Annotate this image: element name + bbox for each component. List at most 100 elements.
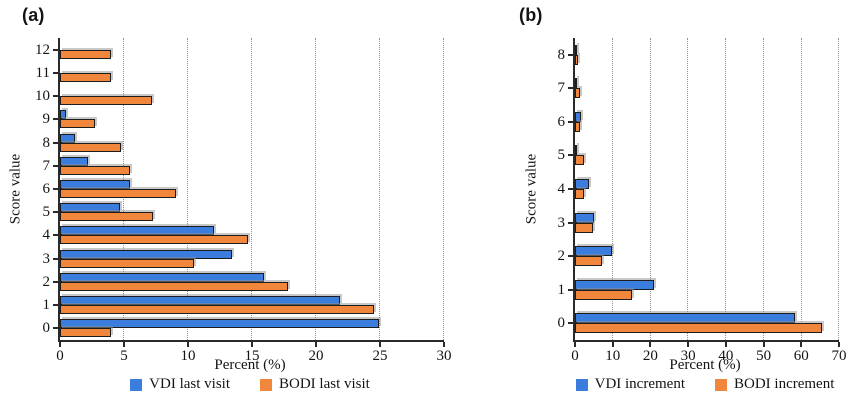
bar bbox=[60, 133, 76, 143]
legend-label: VDI increment bbox=[594, 376, 685, 392]
y-tick bbox=[53, 304, 58, 307]
y-tick-label: 1 bbox=[42, 297, 51, 314]
gridline bbox=[649, 38, 651, 340]
y-tick bbox=[53, 95, 58, 98]
y-tick-label: 8 bbox=[42, 134, 51, 151]
panel-b-x-axis-title: Percent (%) bbox=[669, 357, 741, 373]
panel-a-legend: VDI last visit BODI last visit bbox=[38, 376, 462, 393]
y-tick-label: 3 bbox=[557, 214, 566, 231]
legend-item: VDI last visit bbox=[130, 376, 230, 393]
bar bbox=[60, 272, 264, 282]
x-tick bbox=[187, 342, 189, 347]
x-tick bbox=[59, 342, 61, 347]
gridline bbox=[443, 38, 445, 340]
y-tick-label: 9 bbox=[42, 111, 51, 128]
bar bbox=[60, 49, 112, 59]
y-tick bbox=[568, 288, 573, 291]
bar bbox=[60, 189, 177, 198]
bar bbox=[575, 222, 594, 233]
y-tick bbox=[568, 53, 573, 56]
y-tick-label: 3 bbox=[42, 250, 51, 267]
bar bbox=[60, 296, 341, 306]
gridline bbox=[251, 38, 253, 340]
y-tick-label: 1 bbox=[557, 281, 566, 298]
bar bbox=[575, 313, 795, 324]
y-tick bbox=[568, 87, 573, 90]
panel-a-x-axis-title: Percent (%) bbox=[214, 357, 286, 373]
x-tick bbox=[838, 342, 840, 347]
y-tick-label: 4 bbox=[42, 227, 51, 244]
y-tick bbox=[53, 211, 58, 214]
gridline bbox=[800, 38, 802, 340]
bar bbox=[575, 155, 585, 166]
x-tick bbox=[724, 342, 727, 347]
legend-item: BODI increment bbox=[715, 376, 834, 393]
x-tick bbox=[379, 342, 381, 347]
bar bbox=[575, 44, 577, 55]
y-tick-label: 5 bbox=[557, 147, 566, 164]
y-tick-label: 10 bbox=[35, 88, 50, 105]
bar bbox=[60, 328, 112, 338]
x-tick bbox=[611, 342, 614, 347]
y-tick bbox=[53, 48, 58, 51]
legend-swatch-bodi bbox=[715, 378, 727, 391]
y-tick-label: 8 bbox=[557, 46, 566, 63]
x-tick-label: 25 bbox=[372, 348, 388, 364]
bar bbox=[575, 189, 585, 199]
bar bbox=[60, 249, 232, 259]
bar bbox=[60, 235, 249, 245]
bar bbox=[575, 145, 578, 156]
legend-swatch-vdi bbox=[575, 378, 588, 391]
bar bbox=[60, 226, 214, 236]
panel-b-label: (b) bbox=[519, 5, 543, 25]
y-tick bbox=[53, 71, 58, 74]
y-tick bbox=[53, 141, 58, 144]
x-tick-label: 0 bbox=[56, 348, 64, 364]
bar bbox=[575, 256, 603, 267]
legend-label: BODI increment bbox=[734, 376, 835, 392]
y-tick-label: 7 bbox=[42, 157, 51, 174]
bar bbox=[60, 203, 121, 213]
panel-b-plot-area: 0 10 20 30 40 50 60 70 8 7 6 5 4 3 2 1 0 bbox=[558, 38, 847, 364]
bar bbox=[60, 72, 112, 82]
x-tick-label: 0 bbox=[571, 348, 579, 364]
y-tick bbox=[53, 257, 58, 260]
bar bbox=[575, 111, 581, 122]
bar bbox=[575, 179, 589, 189]
gridline bbox=[187, 38, 189, 340]
x-tick-label: 20 bbox=[642, 348, 658, 364]
bar bbox=[60, 258, 195, 268]
gridline bbox=[612, 38, 613, 340]
gridline bbox=[838, 38, 840, 340]
x-tick-label: 40 bbox=[718, 348, 734, 364]
y-tick bbox=[53, 164, 58, 167]
y-tick-label: 6 bbox=[42, 181, 51, 197]
x-tick-label: 60 bbox=[793, 348, 809, 364]
legend-label: VDI last visit bbox=[149, 376, 230, 392]
y-tick-label: 0 bbox=[42, 320, 51, 337]
legend-item: VDI increment bbox=[575, 376, 685, 393]
bar bbox=[575, 246, 612, 257]
x-tick-label: 30 bbox=[436, 348, 452, 364]
y-tick bbox=[568, 188, 573, 190]
gridline bbox=[379, 38, 381, 340]
x-tick-label: 20 bbox=[308, 348, 324, 364]
x-tick-label: 5 bbox=[120, 348, 128, 364]
x-tick bbox=[800, 342, 803, 347]
y-tick-label: 2 bbox=[42, 273, 51, 290]
legend-swatch-vdi bbox=[130, 378, 143, 391]
bar bbox=[60, 305, 374, 315]
bar bbox=[60, 119, 95, 129]
bar bbox=[575, 88, 580, 99]
bar bbox=[60, 165, 131, 175]
bar bbox=[575, 78, 577, 89]
bar bbox=[575, 212, 594, 223]
x-tick bbox=[443, 342, 445, 347]
y-tick-label: 12 bbox=[35, 41, 50, 58]
x-tick-label: 10 bbox=[180, 348, 196, 364]
y-tick bbox=[568, 322, 573, 325]
y-tick-label: 2 bbox=[557, 248, 566, 265]
y-tick bbox=[53, 327, 58, 330]
y-tick-label: 7 bbox=[557, 80, 566, 97]
